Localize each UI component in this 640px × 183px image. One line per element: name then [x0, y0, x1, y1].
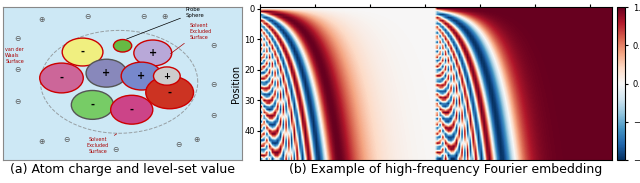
Circle shape: [113, 40, 132, 52]
Circle shape: [62, 38, 103, 66]
Text: ⊕: ⊕: [193, 135, 200, 144]
Text: ⊖: ⊖: [63, 135, 70, 144]
Circle shape: [40, 63, 83, 93]
Text: +: +: [148, 48, 157, 58]
Text: (b) Example of high-frequency Fourier embedding: (b) Example of high-frequency Fourier em…: [289, 163, 602, 176]
Text: (a) Atom charge and level-set value: (a) Atom charge and level-set value: [10, 163, 235, 176]
Text: ⊕: ⊕: [161, 12, 168, 21]
Text: ⊖: ⊖: [211, 80, 217, 89]
Text: Solvent
Excluded
Surface: Solvent Excluded Surface: [170, 23, 212, 54]
Text: ⊖: ⊖: [211, 41, 217, 50]
Circle shape: [134, 40, 172, 66]
Text: -: -: [90, 100, 94, 110]
Text: ⊖: ⊖: [14, 65, 20, 74]
Text: van der
Waals
Surface: van der Waals Surface: [5, 47, 24, 64]
Circle shape: [71, 90, 113, 119]
Y-axis label: Position: Position: [231, 64, 241, 103]
Circle shape: [121, 62, 162, 90]
Text: ⊖: ⊖: [211, 111, 217, 120]
Text: ⊖: ⊖: [113, 145, 119, 154]
Text: -: -: [168, 87, 172, 97]
Text: ⊕: ⊕: [38, 15, 45, 24]
Circle shape: [111, 95, 153, 124]
Text: +: +: [163, 72, 170, 81]
Text: ⊕: ⊕: [38, 137, 45, 146]
Circle shape: [86, 59, 127, 87]
Text: +: +: [102, 68, 111, 78]
Text: ⊖: ⊖: [14, 34, 20, 43]
Text: ⊖: ⊖: [141, 12, 147, 21]
Text: ⊖: ⊖: [84, 12, 91, 21]
Text: Probe
Sphere: Probe Sphere: [127, 7, 205, 39]
Text: -: -: [81, 47, 84, 57]
Text: -: -: [130, 105, 134, 115]
Text: Solvent
Excluded
Surface: Solvent Excluded Surface: [87, 134, 116, 154]
Text: -: -: [60, 73, 63, 83]
Text: ⊖: ⊖: [14, 97, 20, 106]
Text: +: +: [138, 71, 146, 81]
Text: ⊖: ⊖: [175, 140, 182, 149]
Circle shape: [146, 76, 193, 109]
Circle shape: [154, 67, 180, 85]
